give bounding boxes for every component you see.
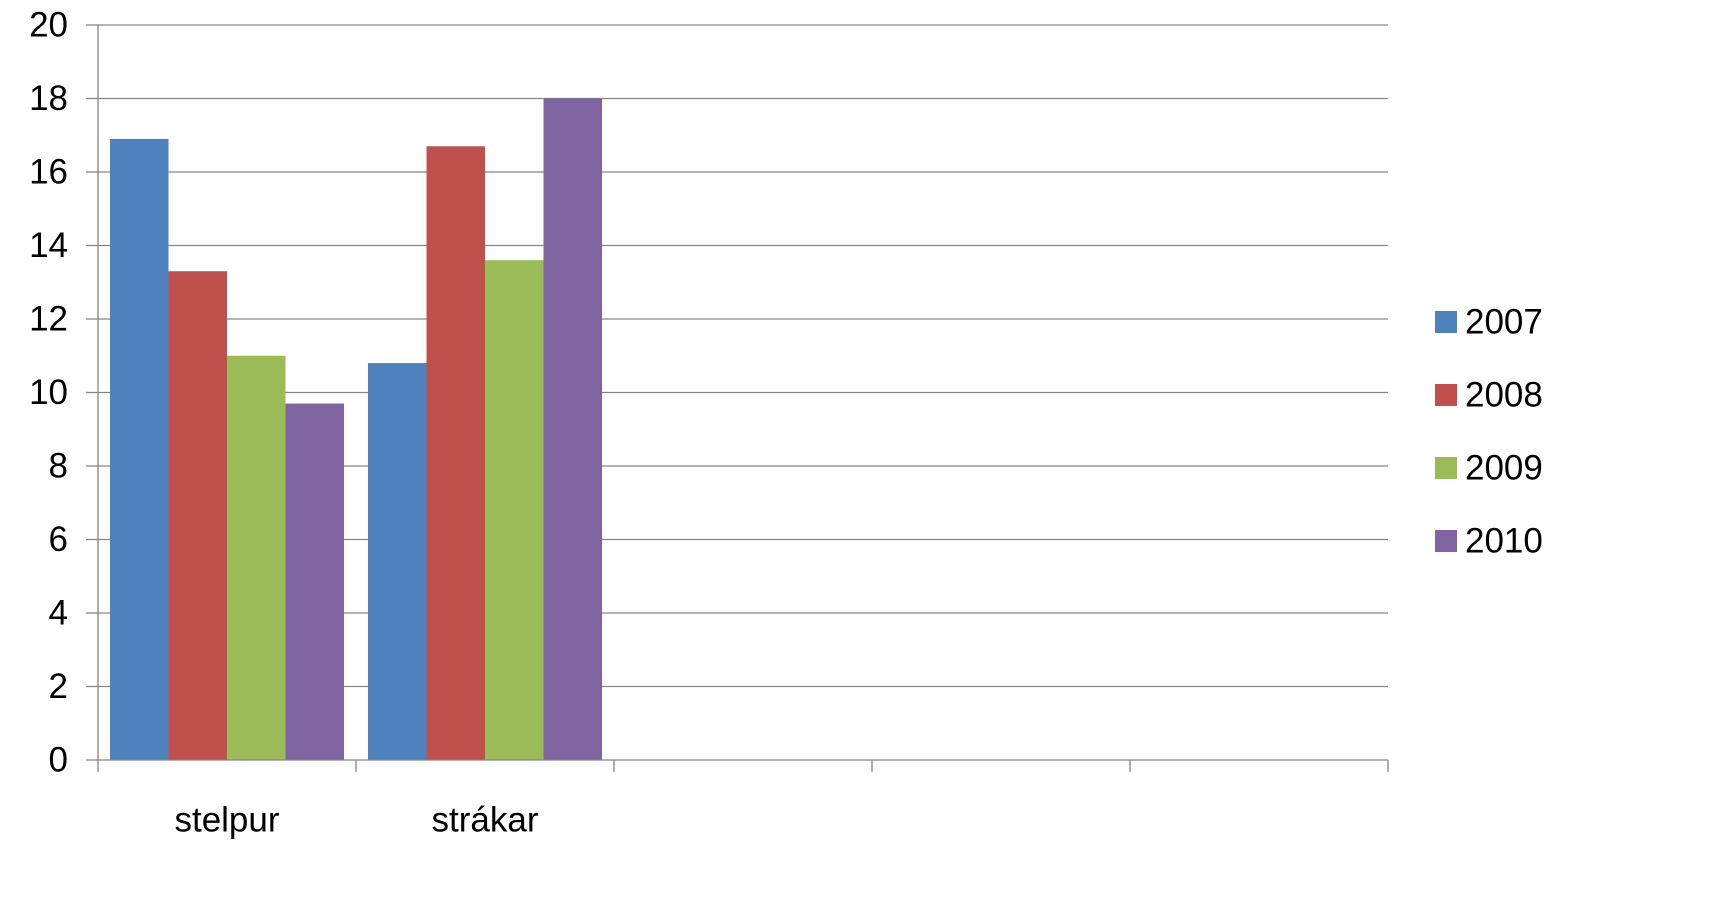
bars	[110, 98, 602, 761]
legend-swatch-2007	[1435, 311, 1457, 333]
y-tick-label: 2	[49, 667, 68, 706]
y-tick-label: 10	[29, 373, 68, 412]
bar-2007-strákar	[368, 363, 427, 760]
y-tick-label: 8	[49, 447, 68, 486]
x-tick-label: stelpur	[174, 801, 279, 840]
bar-2009-strákar	[485, 260, 544, 760]
legend-label-2009: 2009	[1465, 449, 1543, 488]
bar-2008-stelpur	[168, 271, 227, 760]
y-tick-label: 12	[29, 300, 68, 339]
legend-swatch-2009	[1435, 457, 1457, 479]
legend-label-2007: 2007	[1465, 303, 1543, 342]
bar-2007-stelpur	[110, 138, 169, 761]
x-tick-label: strákar	[432, 801, 539, 840]
y-tick-label: 4	[49, 594, 68, 633]
y-tick-label: 16	[29, 153, 68, 192]
legend: 2007 2008 2009 2010	[1435, 303, 1543, 561]
bar-2010-stelpur	[285, 403, 344, 760]
y-tick-label: 0	[49, 741, 68, 780]
y-tick-label: 20	[29, 6, 68, 45]
y-axis-tick-labels: 0 2 4 6 8 10 12 14 16 18 20	[29, 6, 98, 780]
bar-2010-strákar	[543, 98, 602, 760]
y-tick-label: 18	[29, 79, 68, 118]
legend-label-2008: 2008	[1465, 376, 1543, 415]
bar-2008-strákar	[426, 146, 485, 760]
bar-2009-stelpur	[227, 355, 286, 760]
legend-swatch-2010	[1435, 530, 1457, 552]
x-axis-tick-labels: stelpur strákar	[174, 801, 538, 840]
legend-label-2010: 2010	[1465, 522, 1543, 561]
legend-swatch-2008	[1435, 384, 1457, 406]
y-tick-label: 6	[49, 520, 68, 559]
y-tick-label: 14	[29, 226, 68, 265]
